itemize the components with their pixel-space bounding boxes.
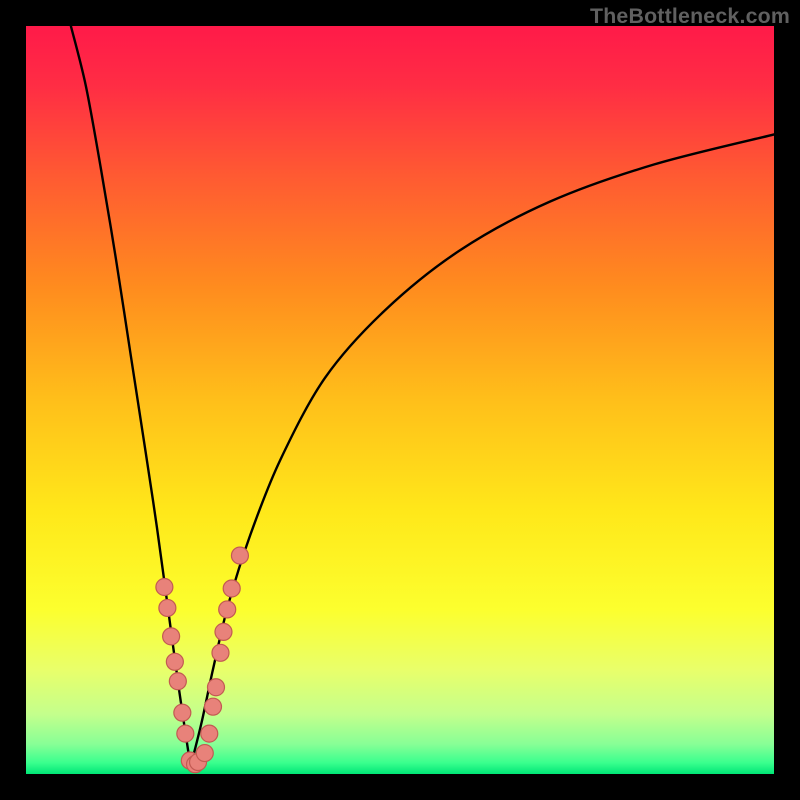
right-branch-curve — [191, 134, 774, 766]
marker-point — [207, 679, 224, 696]
marker-point — [223, 580, 240, 597]
marker-point — [166, 653, 183, 670]
watermark-text: TheBottleneck.com — [590, 4, 790, 29]
marker-point — [201, 725, 218, 742]
chart-container: TheBottleneck.com — [0, 0, 800, 800]
marker-point — [215, 623, 232, 640]
marker-point — [177, 725, 194, 742]
curve-svg — [0, 0, 800, 800]
marker-point — [156, 579, 173, 596]
marker-point — [231, 547, 248, 564]
marker-point — [163, 628, 180, 645]
marker-point — [159, 599, 176, 616]
marker-point — [212, 644, 229, 661]
marker-point — [196, 745, 213, 762]
marker-point — [169, 673, 186, 690]
marker-point — [219, 601, 236, 618]
marker-point — [205, 698, 222, 715]
marker-point — [174, 704, 191, 721]
